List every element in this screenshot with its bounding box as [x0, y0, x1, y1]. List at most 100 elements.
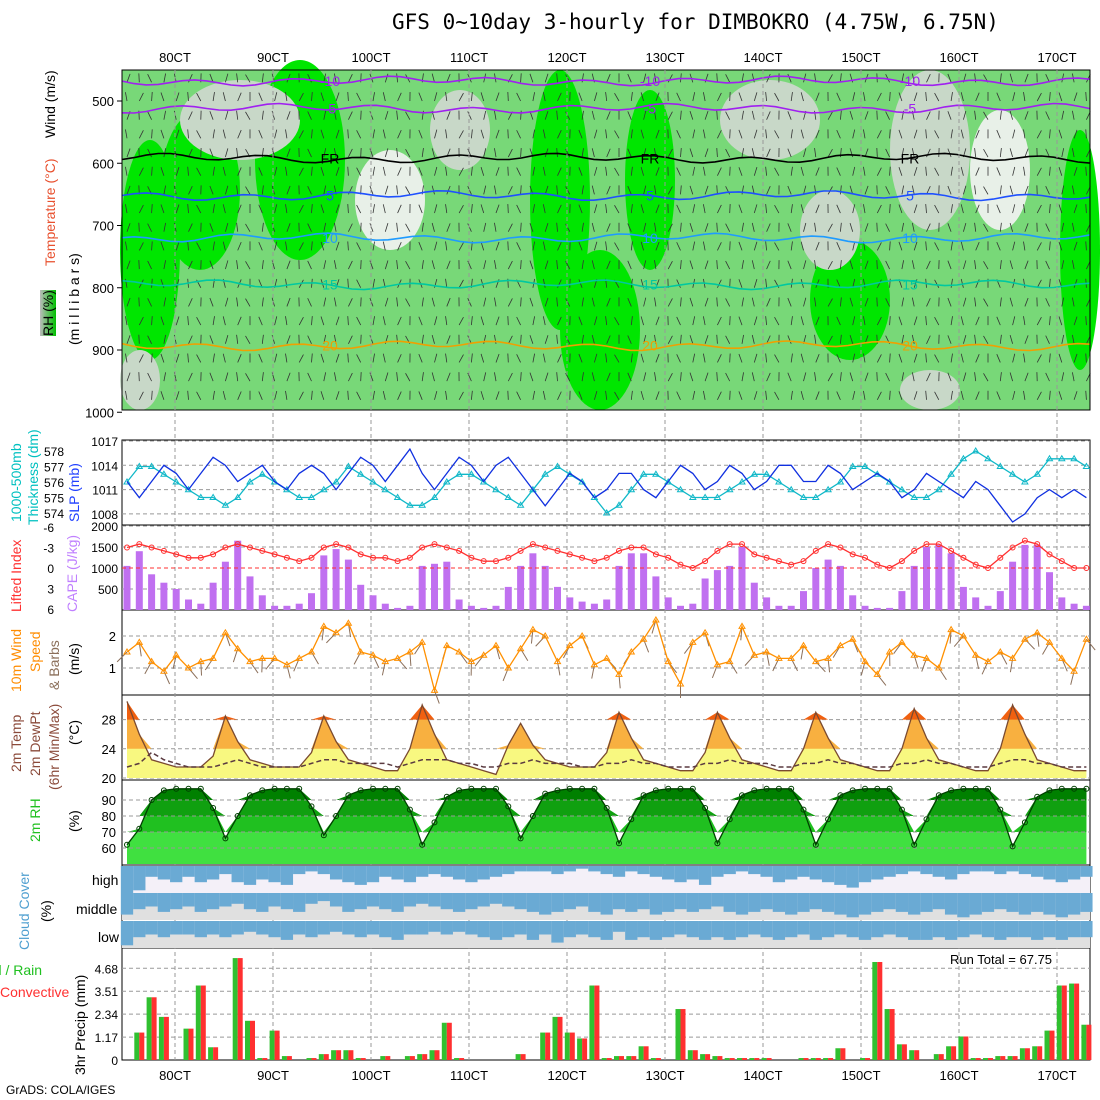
wind-barb [405, 186, 411, 195]
wind-barb [790, 204, 793, 214]
x-tick-label-bottom: 90CT [257, 1068, 289, 1083]
wind-barb [483, 260, 487, 270]
wind-barb [507, 260, 513, 270]
wind-barb [934, 391, 940, 400]
y-tick-label: 700 [92, 219, 114, 234]
wind-barb [614, 93, 620, 102]
wind-barb [680, 297, 682, 307]
cloud-low-bar [711, 921, 724, 938]
wind-barb [926, 335, 931, 344]
rh-line-point [406, 806, 413, 813]
wind-barb [163, 260, 167, 270]
wind-barb [790, 390, 793, 400]
rh-line-point [714, 840, 721, 847]
li-tick-label: 6 [47, 603, 54, 617]
wind-barb [692, 129, 696, 139]
wind-barb [655, 92, 660, 102]
precip-total-label: Total / Rain [0, 962, 43, 978]
thickness-line-point [1045, 454, 1054, 462]
wind-barb [187, 129, 189, 139]
wind-barb [1071, 372, 1075, 382]
wind-barb [507, 148, 513, 158]
wind-barb [627, 372, 632, 382]
wind-barb [814, 297, 817, 307]
wind-barb [630, 204, 633, 214]
wind-barb [237, 92, 242, 102]
lifted-index-line-point [886, 565, 893, 571]
cape-bar [123, 565, 131, 610]
wind-barb [236, 372, 239, 382]
cape-tick-label: 2000 [91, 520, 118, 534]
wind-barb [913, 167, 918, 176]
wind-barb [925, 390, 927, 400]
wind-barb [614, 242, 620, 251]
cloud-high-bar [1043, 866, 1056, 880]
wind-barb [320, 204, 325, 214]
wind-speed-line-point [922, 654, 931, 661]
wind-barb [852, 129, 856, 139]
cloud-high-bar [575, 866, 589, 869]
wind-barb [542, 316, 546, 326]
precip-convective-bar [865, 1058, 870, 1060]
cloud-middle-bar [944, 893, 958, 915]
wind-barb [431, 185, 435, 195]
li-tick-label: 3 [47, 582, 54, 596]
wind-barb [800, 166, 804, 176]
wind-barb [911, 222, 915, 232]
precip-total-bar [823, 1058, 829, 1060]
wind-speed-line-point [147, 657, 156, 665]
wind-barb [196, 316, 202, 326]
wind-barb [258, 354, 263, 363]
wind-barb [212, 241, 215, 251]
cloud-middle-bar [329, 893, 343, 907]
wind-speed-line-point [541, 632, 550, 639]
lifted-index-line-point [493, 558, 499, 565]
wind-barb [471, 166, 473, 176]
wind-barb [147, 298, 152, 307]
wind-barb [911, 148, 915, 158]
cloud-low-bar [342, 921, 355, 935]
wind-barb [627, 223, 632, 232]
wind-barb [258, 241, 263, 251]
wind-barb [421, 372, 424, 382]
lifted-index-line-point [1034, 541, 1041, 548]
wind-barb [911, 73, 915, 83]
wind-barb [356, 130, 362, 139]
cape-bar [541, 565, 549, 610]
cloud-low-bar [452, 921, 466, 932]
precip-total-bar [589, 985, 595, 1060]
wind-barb [225, 185, 229, 195]
cape-bar [148, 574, 156, 610]
lifted-index-line-point [763, 554, 770, 561]
wind-barb [654, 297, 657, 307]
lifted-index-line-point [923, 541, 930, 548]
wind-barb [803, 260, 807, 270]
thickness-line-point [369, 478, 377, 485]
wind-barb [667, 223, 673, 232]
precip-convective-bar [200, 985, 206, 1060]
cape-bar [357, 584, 365, 610]
contour-label: 15 [322, 277, 338, 293]
cloud-high-bar [293, 866, 306, 875]
precip-convective-bar [1024, 1048, 1030, 1060]
wind-barb [396, 73, 398, 83]
wind-barb [188, 298, 193, 307]
wind-barb [947, 297, 952, 307]
wind-barb [578, 167, 583, 176]
wind-barb [654, 260, 657, 270]
wind-barb [434, 92, 438, 102]
wind-barb [458, 354, 464, 363]
cloud-high-bar [206, 866, 220, 880]
wind-barb [774, 167, 780, 176]
cloud-middle-bar [772, 893, 786, 912]
wind-barb [1085, 353, 1087, 363]
precip-total-bar [404, 1056, 410, 1060]
wind-barb [151, 241, 153, 251]
wind-barb [827, 373, 833, 382]
wind-barb [384, 260, 389, 270]
wind-barb [446, 335, 451, 344]
wind-barb [630, 129, 633, 139]
wind-barb [557, 167, 562, 176]
cloud-low-bar [588, 921, 601, 938]
cloud-middle-bar [1031, 893, 1044, 912]
